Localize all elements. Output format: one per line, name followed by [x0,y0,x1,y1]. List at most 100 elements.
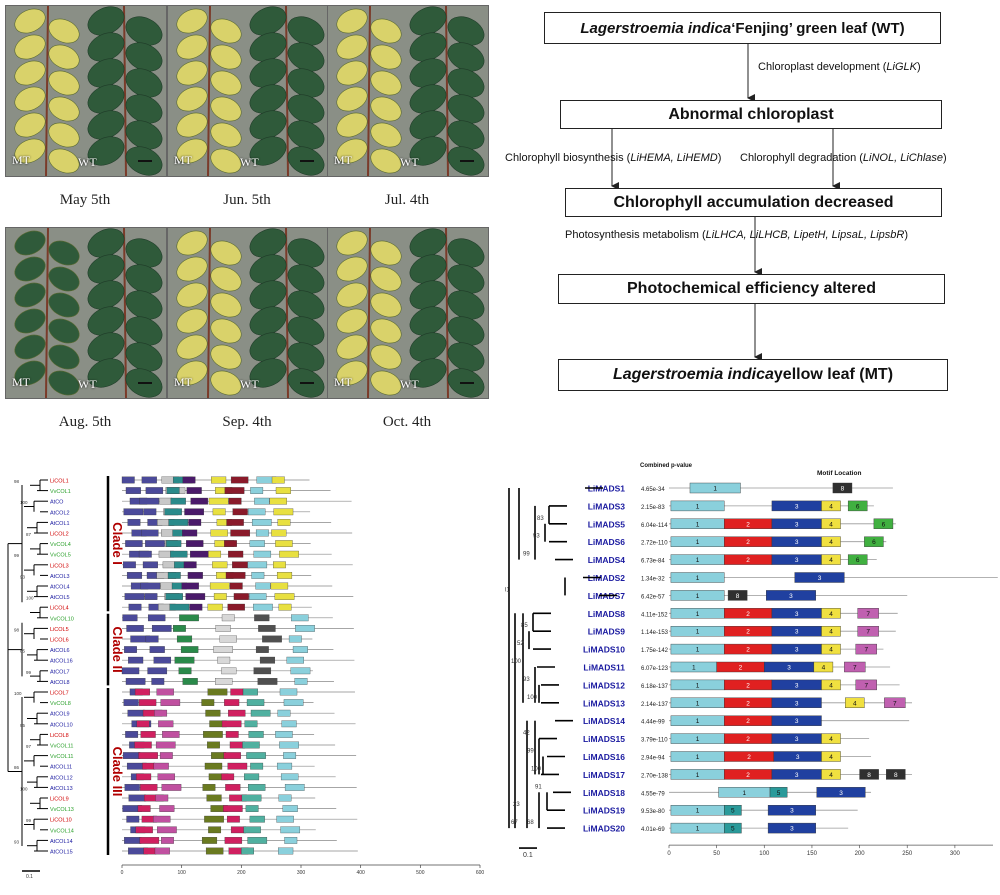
axis-tick-label: 600 [476,870,485,876]
motif-box [123,508,144,516]
bootstrap-value: 99 [527,749,534,755]
col-gene-label: LiCOL6 [50,638,69,644]
motif-box [147,667,168,675]
motif-box [126,815,140,823]
flow-label-chlorophyll-degradation: Chlorophyll degradation (LiNOL, LiChlase… [740,152,947,164]
col-gene-label: VvCOL13 [50,807,74,813]
motif-box [794,572,845,583]
motif-box [166,540,182,547]
mads-pvalue: 1.75e-142 [641,648,669,654]
scale-bar [138,160,152,162]
mads-gene-label: LiMADS11 [583,663,625,673]
motif-box [271,529,287,537]
axis-tick-label: 400 [356,870,365,876]
motif-box [249,593,267,600]
motif-box [140,731,156,738]
motif-box [283,699,304,706]
bootstrap-value: 98 [14,479,20,484]
motif-box [244,773,260,781]
motif-box [227,762,248,770]
motif-box [169,603,190,611]
mads-gene-label: LiMADS6 [588,537,626,547]
mads-gene-label: LiMADS15 [583,734,625,744]
motif-box [277,519,291,526]
bootstrap-value: 23 [513,802,520,808]
motif-box [230,529,251,537]
motif-box [270,582,289,590]
axis-tick-label: 50 [713,851,720,857]
motif-box [857,608,879,619]
motif-box [279,741,299,749]
col-gene-label: AtCOL13 [50,786,73,792]
col-gene-label: LiCOL10 [50,818,72,824]
motif-box [213,646,233,653]
motif-number: 7 [864,647,868,654]
motif-box [280,773,299,781]
motif-box [205,847,224,855]
col-gene-label: VvCOL11 [50,754,73,760]
axis-tick-label: 300 [297,870,306,876]
motif-box [821,733,841,744]
motif-box [259,656,276,664]
motif-box [232,508,248,516]
col-gene-label: AtCOL11 [50,765,72,771]
motif-box [128,794,147,802]
motif-box [724,805,742,816]
motif-box [248,508,266,516]
motif-box [156,688,174,696]
photo-date-label: Oct. 4th [382,414,432,430]
motif-box [277,709,291,717]
motif-box [219,635,237,643]
leaf-photo: MT WT [327,5,489,177]
motif-box [190,497,208,505]
bootstrap-value: 100 [20,500,28,505]
col-gene-label: AtCOL16 [50,659,73,665]
motif-number: 1 [696,521,700,528]
axis-tick-label: 300 [950,851,961,857]
motif-box [250,487,264,494]
motif-number: 2 [746,557,750,564]
motif-box [207,603,223,611]
motif-box [153,762,169,770]
motif-number: 1 [696,808,700,815]
motif-box [215,678,233,685]
motif-box [127,519,141,526]
motif-number: 4 [829,754,833,761]
mt-label: MT [12,375,30,389]
motif-number: 3 [795,772,799,779]
scale-bar [460,160,474,162]
col-gene-label: AtCOL9 [50,712,70,718]
motif-number: 5 [777,790,781,797]
motif-box [187,572,203,579]
flowchart-arrows [611,42,840,361]
mads-pvalue: 4.65e-34 [641,487,665,493]
mads-gene-label: LiMADS9 [588,627,626,637]
motif-number: 2 [746,539,750,546]
motif-box [224,487,245,494]
motif-box [884,697,906,709]
motif-box [162,731,180,738]
col-gene-label: AtCOL8 [50,680,70,686]
motif-number: 3 [795,682,799,689]
motif-box [209,582,230,590]
axis-tick-label: 200 [855,851,866,857]
flow-box-abnormal-chloroplast: Abnormal chloroplast [560,100,942,129]
col-gene-label: AtCOL4 [50,585,70,591]
motif-box [724,822,742,834]
motif-box [224,540,237,547]
motif-box [144,593,158,600]
motif-box [670,500,725,512]
motif-box [202,784,216,791]
col-gene-label: LiCOL1 [50,479,69,485]
motif-number: 8 [867,772,871,779]
flow-label-photosynthesis-metabolism: Photosynthesis metabolism (LiLHCA, LiLHC… [565,229,909,241]
bootstrap-value: 87 [26,532,32,537]
motif-number: 4 [829,539,833,546]
motif-box [228,497,242,505]
photo-date-label: Jun. 5th [223,192,271,208]
motif-box [258,625,276,632]
col-gene-label: LiCOL4 [50,606,69,612]
motif-box [182,476,196,484]
motif-number: 1 [696,754,700,761]
col-gene-label: AtCOL10 [50,722,73,728]
